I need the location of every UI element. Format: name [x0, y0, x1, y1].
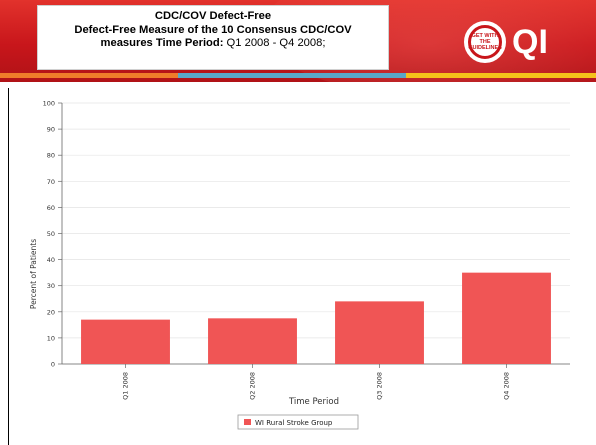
y-tick-label: 70	[47, 178, 55, 186]
stripe-yellow	[406, 73, 596, 78]
logo-qi-text: QI	[512, 23, 548, 61]
title-line-3-bold: measures Time Period:	[100, 37, 224, 49]
x-tick-label: Q4 2008	[503, 372, 511, 400]
stripe-orange	[0, 73, 178, 78]
y-tick-label: 40	[47, 256, 55, 264]
x-tick-label: Q2 2008	[249, 372, 257, 400]
logo-ring-icon: GET WITH THE GUIDELINES	[468, 25, 502, 59]
stripe-blue	[178, 73, 406, 78]
y-tick-label: 50	[47, 230, 55, 238]
slide-left-rule	[8, 88, 9, 445]
x-axis-label: Time Period	[288, 397, 339, 407]
bar	[335, 301, 424, 364]
bar-layer	[81, 272, 551, 364]
y-tick-label: 100	[43, 100, 55, 108]
bar-chart: 0 10 20 30 40 50 60 70 80 90 100 Q1 2008 Q2 2008 Q3 2…	[29, 100, 570, 430]
y-tick-label: 0	[51, 361, 55, 369]
y-tick-label: 80	[47, 152, 55, 160]
y-tick-label: 30	[47, 282, 55, 290]
title-line-1: CDC/COV Defect-Free	[154, 10, 272, 22]
legend-swatch	[244, 419, 251, 425]
bar	[462, 272, 551, 364]
bar	[81, 319, 170, 364]
bar	[208, 318, 297, 364]
y-axis-label: Percent of Patients	[29, 239, 38, 309]
title-line-3: measures Time Period: Q1 2008 - Q4 2008;	[38, 37, 388, 51]
legend-label: WI Rural Stroke Group	[255, 419, 333, 427]
gwtg-logo: GET WITH THE GUIDELINES QI	[464, 21, 574, 65]
title-line-3-normal: Q1 2008 - Q4 2008;	[223, 37, 326, 49]
chart-area: 0 10 20 30 40 50 60 70 80 90 100 Q1 2008 Q2 2008 Q3 2…	[0, 82, 596, 445]
slide-title-box: CDC/COV Defect-Free Defect-Free Measure …	[37, 5, 389, 70]
y-tick-label: 90	[47, 126, 55, 134]
y-tick-label: 10	[47, 334, 55, 342]
x-tick-label: Q1 2008	[122, 372, 130, 400]
logo-badge-text: GET WITH THE GUIDELINES	[468, 33, 502, 51]
header-banner: CDC/COV Defect-Free Defect-Free Measure …	[0, 0, 596, 82]
x-tick-label: Q3 2008	[376, 372, 384, 400]
y-tick-label: 20	[47, 308, 55, 316]
title-line-2: Defect-Free Measure of the 10 Consensus …	[74, 23, 352, 36]
legend-box	[237, 414, 359, 430]
legend: WI Rural Stroke Group	[237, 414, 359, 430]
y-tick-label: 60	[47, 204, 55, 212]
